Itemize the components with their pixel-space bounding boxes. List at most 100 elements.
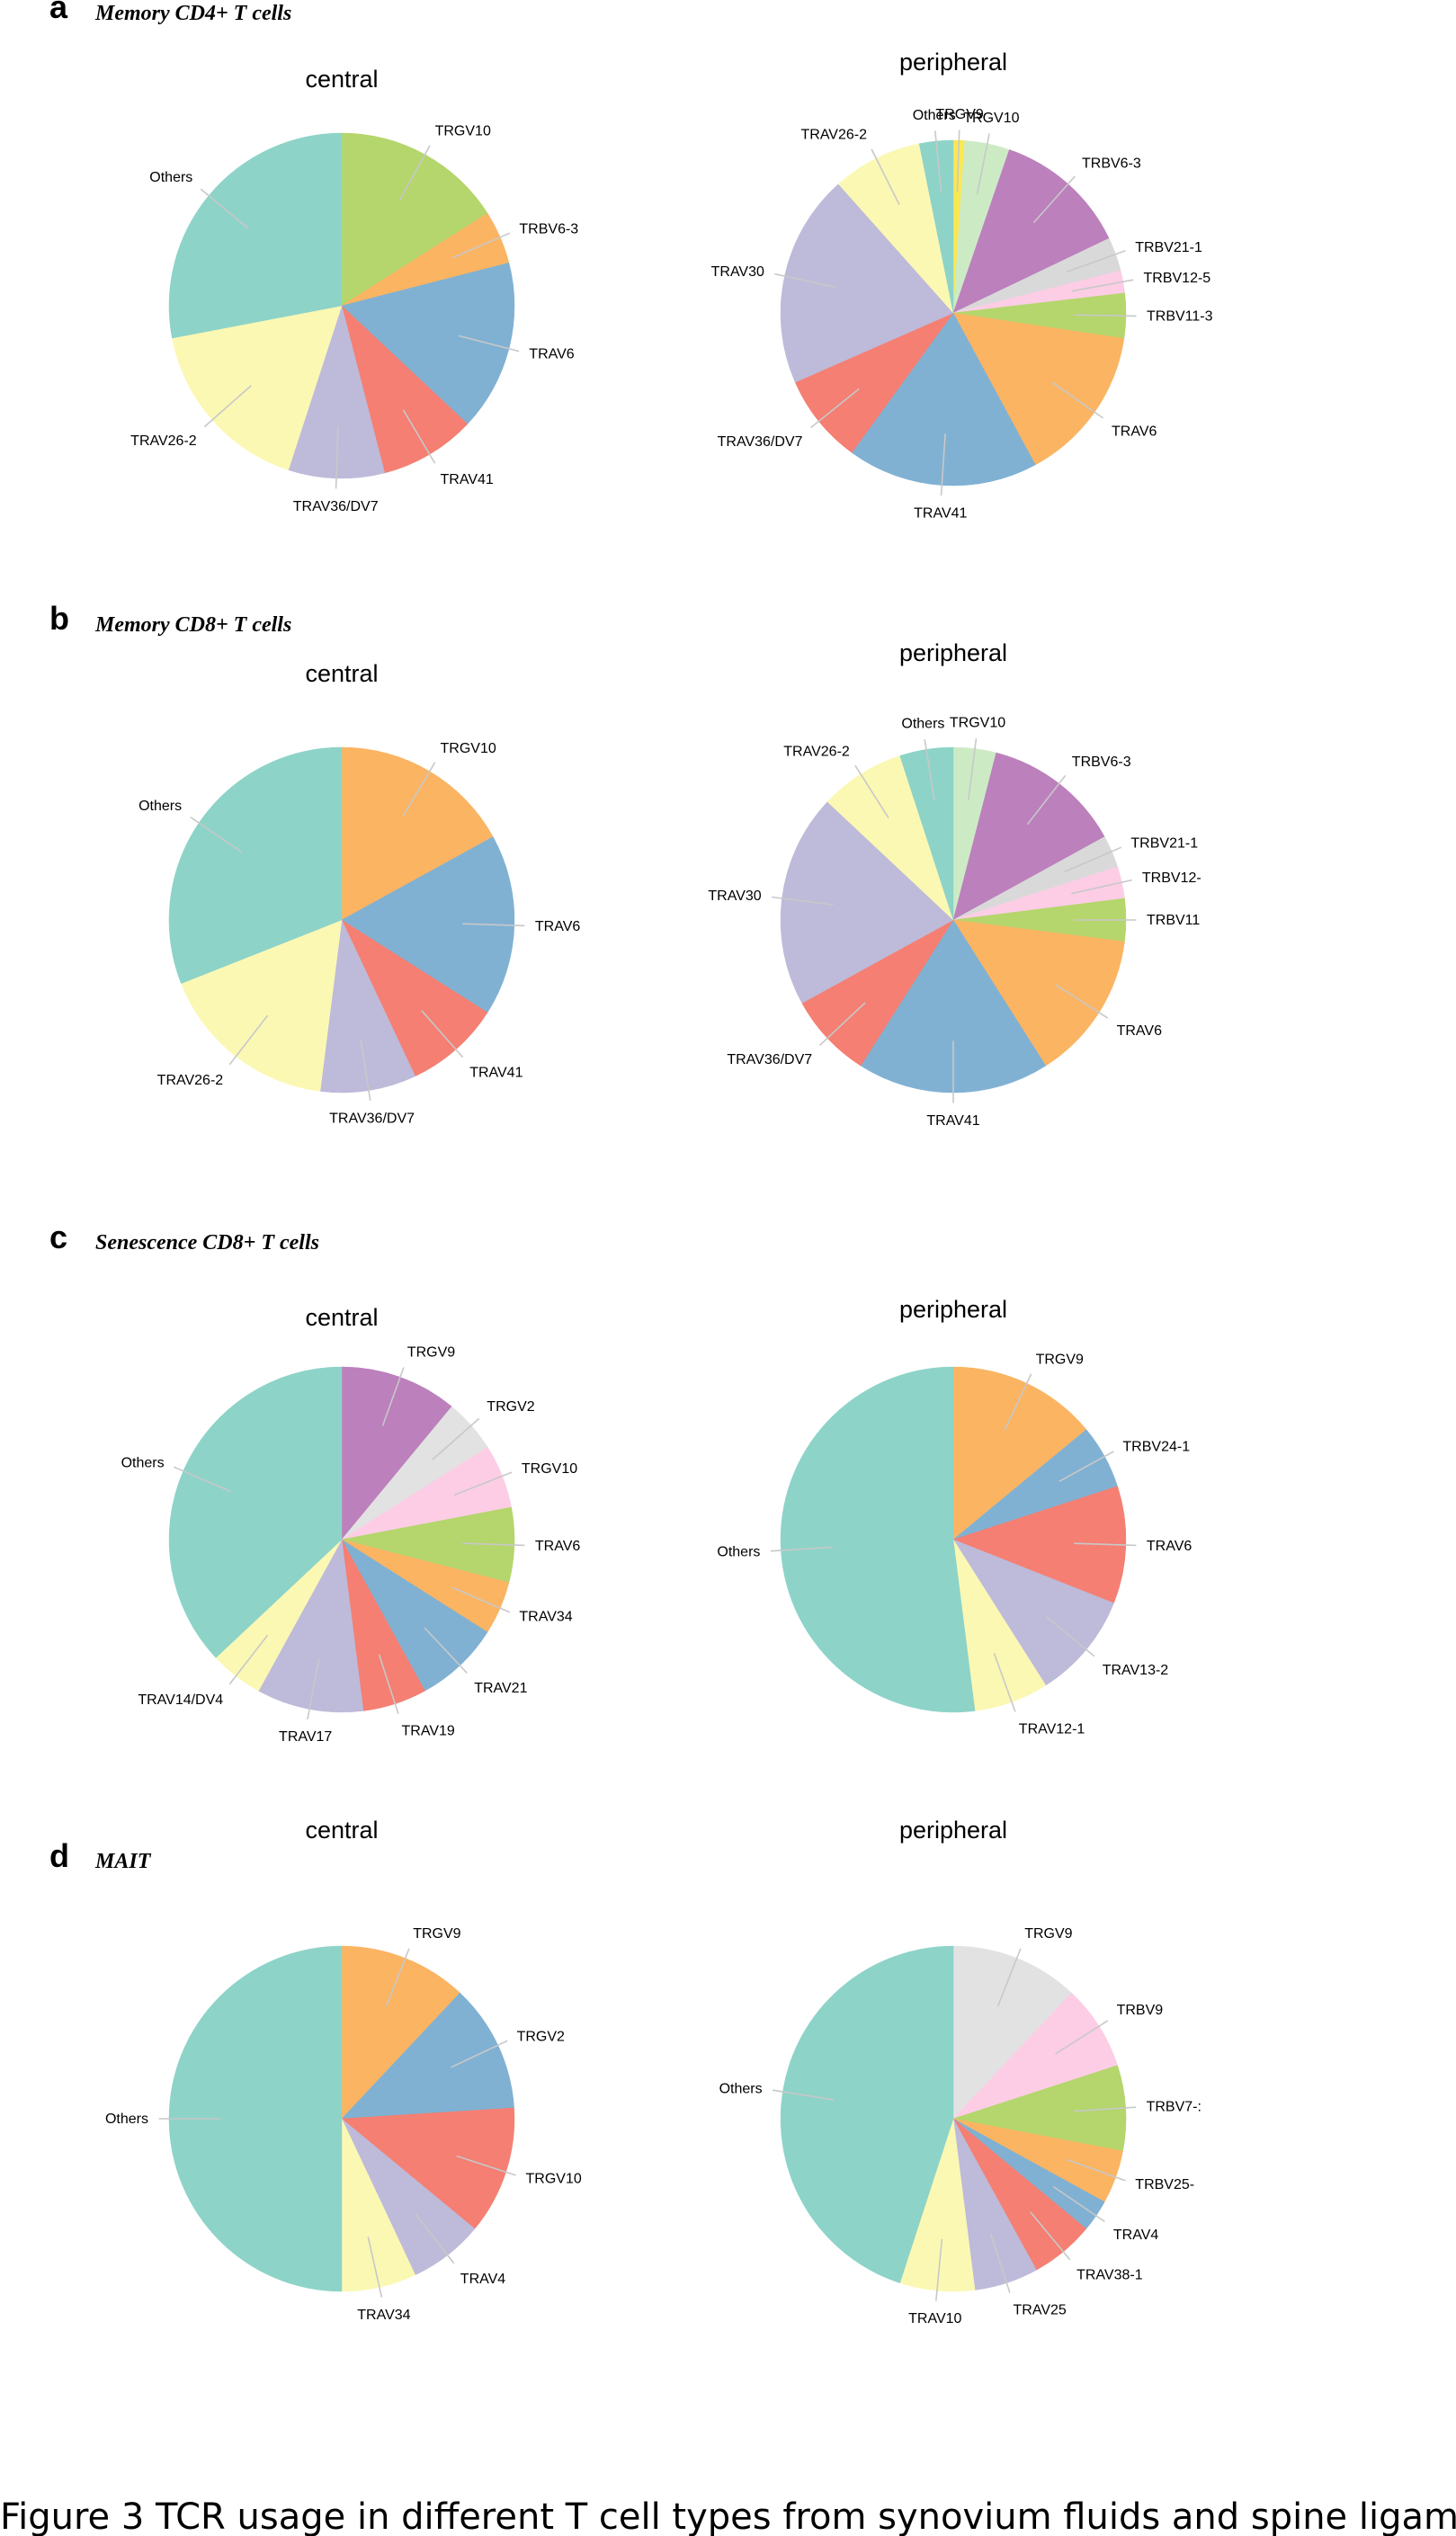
slice-label: TRAV4: [460, 2272, 505, 2287]
slice-label: TRAV4: [1113, 2228, 1158, 2243]
slice-label: TRGV9: [407, 1345, 455, 1361]
leader-line: [228, 1014, 269, 1066]
panel-letter-b: b: [49, 600, 69, 637]
leader-line: [200, 188, 249, 229]
slice-label: TRAV6: [1147, 1539, 1192, 1554]
slice-label: TRGV2: [517, 2029, 565, 2044]
leader-line: [772, 2089, 835, 2101]
slice-label: TRAV36/DV7: [293, 499, 379, 514]
leader-line: [1059, 1451, 1114, 1483]
leader-line: [809, 388, 860, 429]
leader-line: [203, 385, 252, 428]
leader-line: [402, 762, 436, 817]
leader-line: [770, 1546, 833, 1552]
leader-line: [1055, 984, 1109, 1019]
leader-line: [940, 433, 946, 496]
leader-line: [462, 923, 525, 927]
pie-chart-b-central: central TRGV10 TRAV6 TRAV41 TRAV36/DV7 TRAV26…: [138, 660, 580, 1126]
slice-label: TRAV26-2: [157, 1073, 224, 1088]
pie-chart-b-peripheral: peripheral TRGV10 TRBV6-3 TRBV21-1 TRBV12- TR…: [708, 639, 1201, 1129]
leader-line: [456, 2155, 516, 2176]
panel-title-a: Memory CD4+ T cells: [94, 2, 291, 25]
slice-label: Others: [901, 717, 944, 732]
slice-label: TRAV25: [1014, 2303, 1067, 2318]
leader-line: [459, 335, 520, 353]
slice-label: TRGV9: [413, 1926, 460, 1942]
leader-line: [335, 426, 339, 489]
pie-slice: [780, 1366, 976, 1713]
leader-line: [976, 133, 990, 195]
slice-label: TRAV36/DV7: [329, 1111, 415, 1126]
pie-title: central: [305, 660, 378, 687]
slice-label: TRAV6: [1117, 1023, 1162, 1039]
leader-line: [415, 2213, 455, 2264]
slice-label: TRAV26-2: [783, 744, 850, 759]
pie-title: central: [305, 1304, 378, 1331]
slice-label: TRAV6: [529, 347, 574, 362]
leader-line: [774, 272, 835, 289]
panel-title-d: MAIT: [94, 1850, 152, 1873]
pie-title: peripheral: [899, 639, 1007, 666]
slice-label: TRGV10: [963, 111, 1019, 126]
slice-label: Others: [149, 170, 192, 185]
pie-title: central: [305, 1817, 378, 1844]
leader-line: [360, 1039, 371, 1102]
leader-line: [1046, 1616, 1095, 1657]
slice-label: Others: [717, 1545, 760, 1560]
slice-label: TRBV21-1: [1130, 836, 1198, 852]
pie-chart-d-peripheral: peripheral TRGV9 TRBV9 TRBV7-: TRBV25- TRAV4 T…: [719, 1817, 1201, 2326]
slice-label: TRAV36/DV7: [718, 434, 803, 450]
pie-chart-c-peripheral: peripheral TRGV9 TRBV24-1 TRAV6 TRAV13-2 TRAV…: [717, 1296, 1192, 1737]
panel-letter-c: c: [49, 1219, 67, 1255]
leader-line: [453, 1471, 513, 1496]
slice-label: TRAV36/DV7: [727, 1052, 812, 1067]
leader-line: [432, 1417, 480, 1460]
pie-title: central: [305, 66, 378, 93]
pie-charts: central TRGV10 TRBV6-3 TRAV6 TRAV41 TRAV36/DV…: [105, 49, 1213, 2326]
leader-line: [935, 2238, 943, 2301]
leader-line: [402, 409, 436, 464]
slice-label: TRAV34: [357, 2308, 410, 2323]
leader-line: [1071, 879, 1132, 895]
leader-line: [451, 2040, 508, 2068]
pie-chart-c-central: central TRGV9 TRGV2 TRGV10 TRAV6 TRAV34 TRAV21…: [121, 1304, 581, 1745]
slice-label: TRAV21: [474, 1681, 527, 1696]
slice-label: TRAV6: [535, 919, 580, 934]
slice-label: TRAV14/DV4: [138, 1692, 223, 1708]
slice-label: TRAV41: [469, 1065, 523, 1080]
pie-chart-a-central: central TRGV10 TRBV6-3 TRAV6 TRAV41 TRAV36/DV…: [130, 66, 578, 514]
slice-label: TRBV11: [1147, 913, 1200, 928]
leader-line: [385, 1948, 410, 2007]
leader-line: [854, 764, 889, 818]
leader-line: [1074, 2106, 1137, 2112]
slice-label: TRBV6-3: [519, 222, 578, 237]
leader-line: [1063, 846, 1122, 873]
leader-line: [1072, 279, 1134, 292]
leader-line: [190, 816, 243, 853]
leader-line: [819, 1002, 866, 1046]
slice-label: TRGV10: [441, 741, 496, 756]
slice-label: TRGV10: [522, 1461, 577, 1477]
slice-label: TRAV26-2: [130, 433, 197, 449]
slice-label: TRAV12-1: [1019, 1721, 1085, 1737]
leader-line: [934, 130, 942, 193]
leader-line: [424, 1627, 468, 1674]
leader-line: [1030, 2211, 1071, 2261]
panel-title-b: Memory CD8+ T cells: [94, 613, 291, 637]
slice-label: TRGV10: [950, 716, 1005, 731]
leader-line: [1067, 2158, 1126, 2182]
panel-letter-d: d: [49, 1837, 69, 1874]
leader-line: [956, 129, 960, 192]
figure-caption: Figure 3 TCR usage in different T cell t…: [0, 2496, 1456, 2536]
leader-line: [1004, 1373, 1032, 1431]
slice-label: TRBV7-:: [1147, 2100, 1201, 2115]
panel-letter-a: a: [49, 0, 68, 25]
slice-label: Others: [105, 2112, 148, 2127]
pie-title: peripheral: [899, 1296, 1007, 1323]
pie-slice: [168, 132, 343, 339]
slice-label: TRBV6-3: [1082, 156, 1141, 171]
leader-line: [307, 1657, 320, 1720]
slice-label: TRAV34: [519, 1609, 572, 1624]
